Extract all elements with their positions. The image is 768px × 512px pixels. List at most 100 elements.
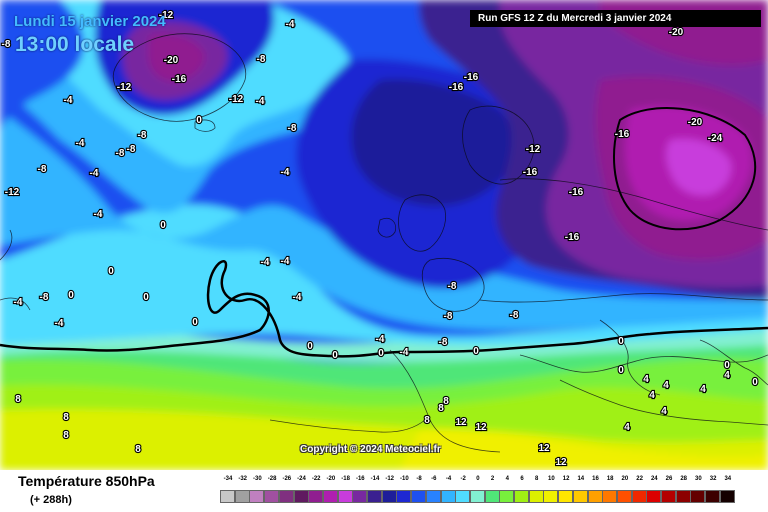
legend-swatch — [719, 490, 735, 503]
isotherm-label: -12 — [229, 94, 244, 105]
isotherm-label: -8 — [38, 164, 47, 175]
legend-swatch — [484, 490, 500, 503]
isotherm-label: 8 — [438, 403, 444, 414]
isotherm-label: -24 — [708, 133, 723, 144]
legend-swatch — [455, 490, 471, 503]
legend-label: 24 — [650, 476, 658, 482]
isotherm-label: 0 — [332, 350, 338, 361]
legend-label: 26 — [665, 476, 673, 482]
legend-swatch — [234, 490, 250, 503]
legend-label: -34 — [223, 476, 233, 482]
isotherm-label: 4 — [700, 384, 706, 395]
legend-label: 10 — [548, 476, 555, 482]
legend-swatch — [499, 490, 515, 503]
isotherm-label: 12 — [475, 422, 487, 433]
isotherm-label: 8 — [443, 396, 449, 407]
legend-label: 4 — [505, 476, 509, 482]
valid-time: 13:00 locale — [15, 33, 135, 56]
isotherm-label: -4 — [376, 334, 385, 345]
isotherm-label: -16 — [615, 129, 630, 140]
isotherm-label: -8 — [127, 144, 136, 155]
isotherm-label: -16 — [449, 82, 464, 93]
isotherm-label: -16 — [464, 72, 479, 83]
legend-swatch — [352, 490, 368, 503]
isotherm-label: -8 — [444, 311, 453, 322]
copyright: Copyright © 2024 Meteociel.fr — [300, 444, 441, 455]
isotherm-label: 4 — [649, 390, 655, 401]
isotherm-label: -4 — [76, 138, 85, 149]
isotherm-label: 8 — [15, 394, 21, 405]
legend-swatch — [264, 490, 280, 503]
isotherm-label: -4 — [94, 209, 103, 220]
zero-isotherm — [0, 260, 768, 358]
legend-label: -24 — [297, 476, 306, 482]
legend-swatch — [381, 490, 397, 503]
footer: Température 850hPa (+ 288h) -34 -32 -30 -28… — [0, 470, 768, 512]
legend-swatch — [337, 490, 353, 503]
legend-swatch — [558, 490, 574, 503]
isotherm-label: -12 — [526, 144, 541, 155]
isotherm-label: -16 — [172, 74, 187, 85]
legend-swatch — [396, 490, 412, 503]
isotherm-label: 4 — [724, 370, 730, 381]
legend-label: -20 — [326, 476, 336, 482]
isotherm-label: -8 — [257, 54, 266, 65]
isotherm-label: -20 — [164, 55, 179, 66]
legend-label: -16 — [355, 476, 365, 482]
legend-label: 0 — [476, 476, 480, 482]
legend-swatch — [220, 490, 235, 503]
isotherm-label: 0 — [108, 266, 114, 277]
legend-label: 18 — [606, 476, 614, 482]
legend-swatch — [514, 490, 529, 503]
temperature-map: -12 -4 -8 -20 -8 -16 -12 -12 -4 -4 0 -8 -8 -4 -8 -8 -8 -4… — [0, 0, 768, 470]
isotherm-label: -4 — [55, 318, 64, 329]
temperature-field — [0, 0, 768, 470]
isotherm-label: 0 — [618, 365, 624, 376]
isotherm-label: 0 — [192, 317, 198, 328]
isotherm-label: -20 — [688, 117, 703, 128]
legend-label: 30 — [695, 476, 702, 482]
isotherm-label: -16 — [523, 167, 538, 178]
isotherm-label: 4 — [661, 406, 667, 417]
legend-swatch — [543, 490, 559, 503]
isotherm-label: 0 — [473, 346, 479, 357]
legend-swatch — [705, 490, 721, 503]
legend-swatch — [411, 490, 427, 503]
legend-swatch — [440, 490, 456, 503]
legend-label: -14 — [370, 476, 380, 482]
isotherm-label: -4 — [256, 96, 265, 107]
isotherm-label: 12 — [538, 443, 550, 454]
isotherm-label: -4 — [261, 257, 270, 268]
legend-label: 28 — [680, 476, 688, 482]
legend-label: -2 — [460, 476, 466, 482]
isotherm-label: 0 — [752, 377, 758, 388]
legend-swatch — [249, 490, 265, 503]
isotherm-label: 8 — [63, 412, 69, 423]
lead-time: (+ 288h) — [30, 494, 72, 506]
isotherm-label: -20 — [669, 27, 684, 38]
legend-swatch — [572, 490, 588, 503]
isotherm-label: 8 — [63, 430, 69, 441]
isotherm-label: 8 — [135, 444, 141, 455]
isotherm-label: 12 — [555, 457, 567, 468]
isotherm-label: 0 — [196, 115, 202, 126]
legend-swatch — [661, 490, 676, 503]
legend-label: 16 — [592, 476, 599, 482]
isotherm-label: 0 — [68, 290, 74, 301]
legend-label: -32 — [238, 476, 248, 482]
legend-label: -18 — [341, 476, 350, 482]
legend-label: 8 — [535, 476, 539, 482]
isotherm-labels: -12-4-8-20 -8-16-12-12 -4-40-8-8-4-8-8-8 -4… — [0, 9, 759, 469]
run-banner: Run GFS 12 Z du Mercredi 3 janvier 2024 — [470, 10, 761, 27]
legend-label: -10 — [400, 476, 409, 482]
isotherm-label: -4 — [281, 256, 290, 267]
legend-swatch — [646, 490, 662, 503]
legend-label: 14 — [577, 476, 585, 482]
legend-swatch — [587, 490, 603, 503]
isotherm-label: -4 — [281, 167, 290, 178]
isotherm-label: -4 — [64, 95, 73, 106]
isotherm-label: 0 — [143, 292, 149, 303]
isotherm-label: -16 — [565, 232, 580, 243]
map-canvas: -12-4-8-20 -8-16-12-12 -4-40-8-8-4-8-8-8 -4… — [0, 0, 768, 470]
